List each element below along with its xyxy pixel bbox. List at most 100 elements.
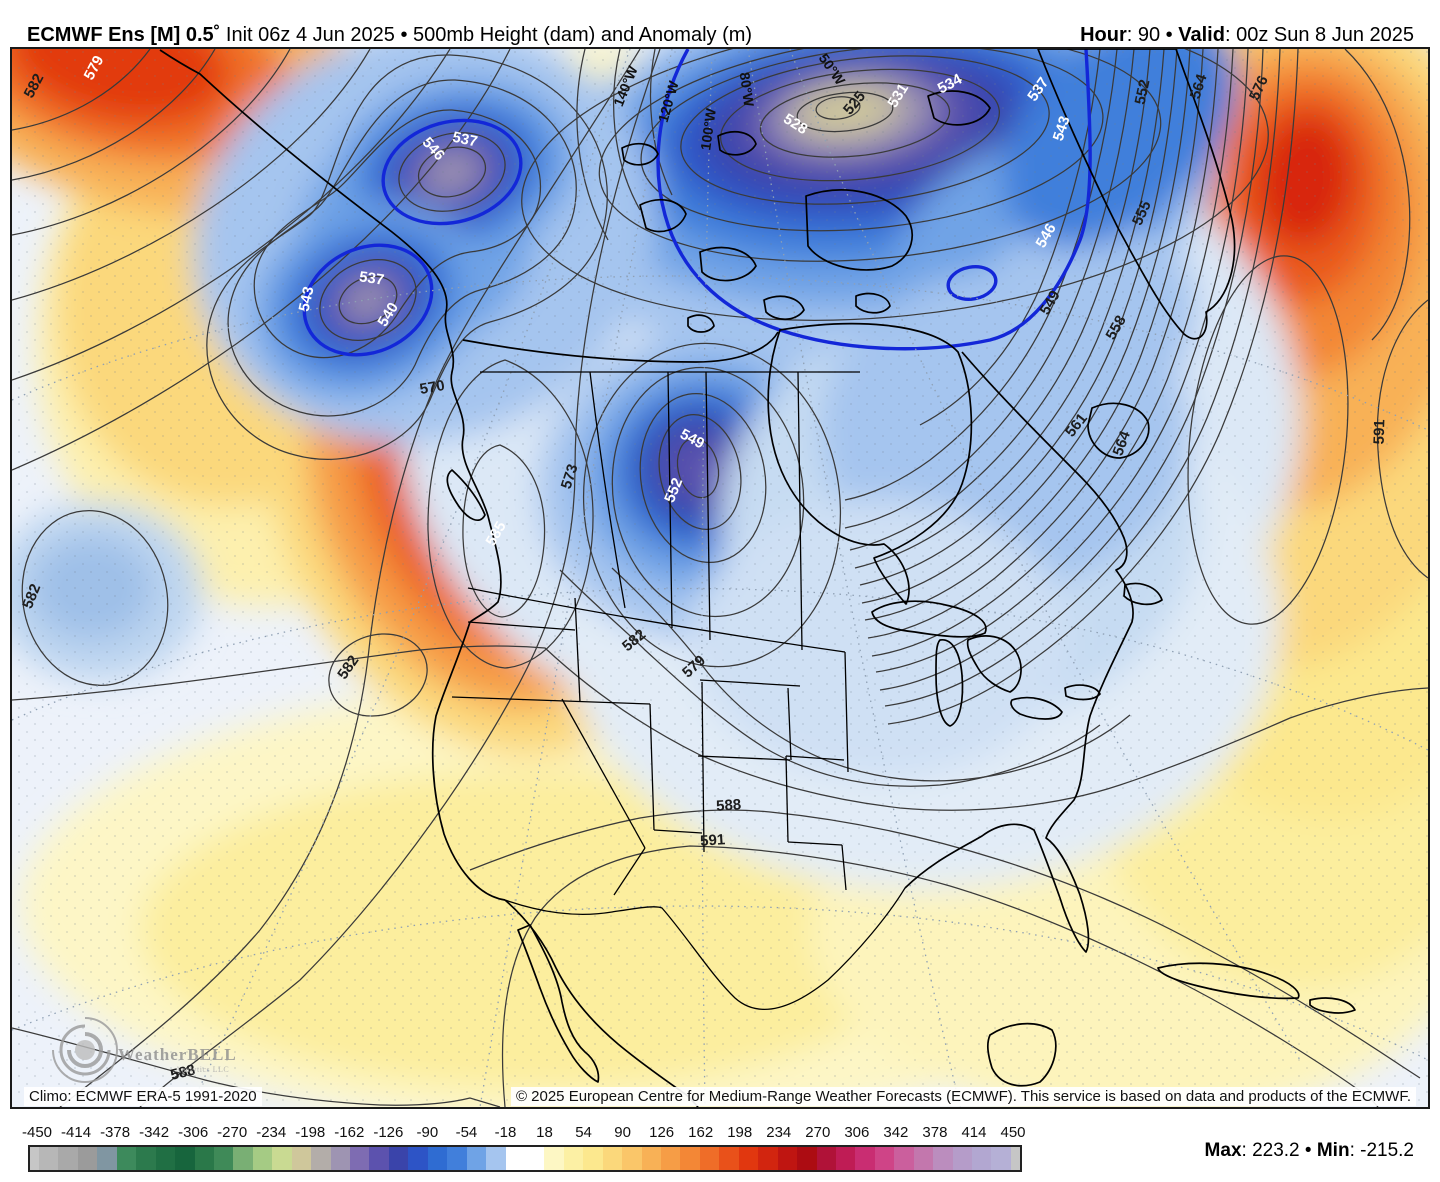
colorbar-cell <box>505 1147 525 1170</box>
colorbar-extension-cell <box>30 1147 39 1170</box>
valid-label: Valid <box>1178 24 1225 46</box>
colorbar-tick: 450 <box>1000 1124 1026 1141</box>
colorbar-cell <box>622 1147 642 1170</box>
title-model: ECMWF Ens [M] 0.5˚ <box>27 24 221 46</box>
colorbar-cell <box>661 1147 681 1170</box>
colorbar-tick: 414 <box>961 1124 987 1141</box>
valid-time: Hour: 90 • Valid: 00z Sun 8 Jun 2025 <box>1080 24 1414 47</box>
colorbar <box>28 1145 1022 1172</box>
stats-dot-sep: • <box>1299 1140 1317 1161</box>
colorbar-cell <box>972 1147 992 1170</box>
colorbar-extension-cell <box>1010 1147 1020 1170</box>
colorbar-tick: -342 <box>139 1124 170 1141</box>
colorbar-cell <box>486 1147 506 1170</box>
colorbar-tick: -126 <box>373 1124 404 1141</box>
colorbar-tick: -414 <box>61 1124 92 1141</box>
colorbar-cell <box>116 1147 137 1170</box>
colorbar-tick: 18 <box>536 1124 553 1141</box>
colorbar-cell <box>213 1147 234 1170</box>
colorbar-cell <box>758 1147 778 1170</box>
colorbar-tick: -54 <box>455 1124 478 1141</box>
colorbar-cell <box>58 1147 78 1170</box>
min-label: Min <box>1316 1140 1350 1161</box>
colorbar-cell <box>447 1147 467 1170</box>
colorbar-tick: 378 <box>922 1124 948 1141</box>
colorbar-tick: 342 <box>883 1124 909 1141</box>
colorbar-cell <box>797 1147 817 1170</box>
contour-label: 537 <box>358 268 385 288</box>
colorbar-cell <box>311 1147 331 1170</box>
colorbar-cell <box>194 1147 214 1170</box>
colorbar-cell <box>641 1147 661 1170</box>
contour-label: 588 <box>169 1061 197 1084</box>
max-sep: : <box>1241 1140 1253 1161</box>
contour-label: 552 <box>1132 78 1154 106</box>
hour-value: 90 <box>1137 24 1161 46</box>
contour-label: 591 <box>1371 419 1389 445</box>
colorbar-tick-labels: -450 -414 -378 -342 -306 -270 -234 -198 -162 -126… <box>22 1124 1026 1142</box>
stipple-texture <box>12 49 1428 1107</box>
contour-label: 570 <box>418 377 446 398</box>
colorbar-tick: -18 <box>494 1124 517 1141</box>
climo-note: Climo: ECMWF ERA-5 1991-2020 <box>24 1087 262 1106</box>
colorbar-tick: -306 <box>178 1124 209 1141</box>
colorbar-cell <box>408 1147 428 1170</box>
colorbar-cell <box>77 1147 98 1170</box>
logo-subtext: Analytics LLC <box>175 1065 229 1074</box>
colorbar-cell <box>272 1147 292 1170</box>
colorbar-cell <box>738 1147 759 1170</box>
logo-text: WeatherBELL <box>118 1045 237 1064</box>
contour-label: 543 <box>296 285 318 313</box>
max-min-readout: Max: 223.2 • Min: -215.2 <box>1205 1140 1414 1162</box>
colorbar-cell <box>388 1147 409 1170</box>
page-title: ECMWF Ens [M] 0.5˚ Init 06z 4 Jun 2025 •… <box>27 24 752 47</box>
colorbar-tick: -270 <box>217 1124 248 1141</box>
colorbar-tick: 90 <box>614 1124 631 1141</box>
colorbar-cell <box>719 1147 739 1170</box>
colorbar-cell <box>680 1147 700 1170</box>
colorbar-cell <box>39 1147 59 1170</box>
colorbar-tick: 126 <box>649 1124 675 1141</box>
header: ECMWF Ens [M] 0.5˚ Init 06z 4 Jun 2025 •… <box>0 0 1440 46</box>
colorbar-cell <box>952 1147 972 1170</box>
colorbar-tick: -162 <box>334 1124 365 1141</box>
colorbar-cell <box>816 1147 836 1170</box>
highlight-contour-540 <box>302 49 1092 357</box>
colorbar-cell <box>699 1147 720 1170</box>
colorbar-tick: -198 <box>295 1124 326 1141</box>
colorbar-cell <box>602 1147 623 1170</box>
colorbar-tick: -234 <box>256 1124 287 1141</box>
colorbar-tick: -378 <box>100 1124 131 1141</box>
contour-label: 537 <box>451 129 479 151</box>
colorbar-tick: 162 <box>688 1124 714 1141</box>
valid-value: 00z Sun 8 Jun 2025 <box>1236 24 1414 46</box>
colorbar-cell <box>155 1147 176 1170</box>
dot-sep: • <box>1160 24 1179 46</box>
copyright-note: © 2025 European Centre for Medium-Range … <box>510 1087 1416 1106</box>
height-contours <box>12 49 1428 1107</box>
min-sep: : <box>1349 1140 1361 1161</box>
colorbar-cell <box>563 1147 584 1170</box>
max-label: Max <box>1204 1140 1242 1161</box>
hour-sep: : <box>1126 24 1138 46</box>
coastlines <box>159 49 1356 1107</box>
colorbar-cell <box>252 1147 273 1170</box>
valid-sep: : <box>1224 24 1237 46</box>
colorbar-tick: 234 <box>766 1124 792 1141</box>
colorbar-cell <box>777 1147 798 1170</box>
contour-label: 543 <box>1050 114 1074 143</box>
contour-label: 591 <box>700 831 726 850</box>
colorbar-tick: 54 <box>575 1124 592 1141</box>
colorbar-cell <box>913 1147 934 1170</box>
colorbar-cell <box>233 1147 253 1170</box>
colorbar-cell <box>97 1147 117 1170</box>
colorbar-tick: -90 <box>416 1124 439 1141</box>
colorbar-cell <box>855 1147 875 1170</box>
political-borders <box>451 371 906 1010</box>
colorbar-tick: -450 <box>21 1124 53 1141</box>
colorbar-cell <box>544 1147 564 1170</box>
min-value: -215.2 <box>1360 1140 1414 1161</box>
colorbar-cell <box>466 1147 487 1170</box>
